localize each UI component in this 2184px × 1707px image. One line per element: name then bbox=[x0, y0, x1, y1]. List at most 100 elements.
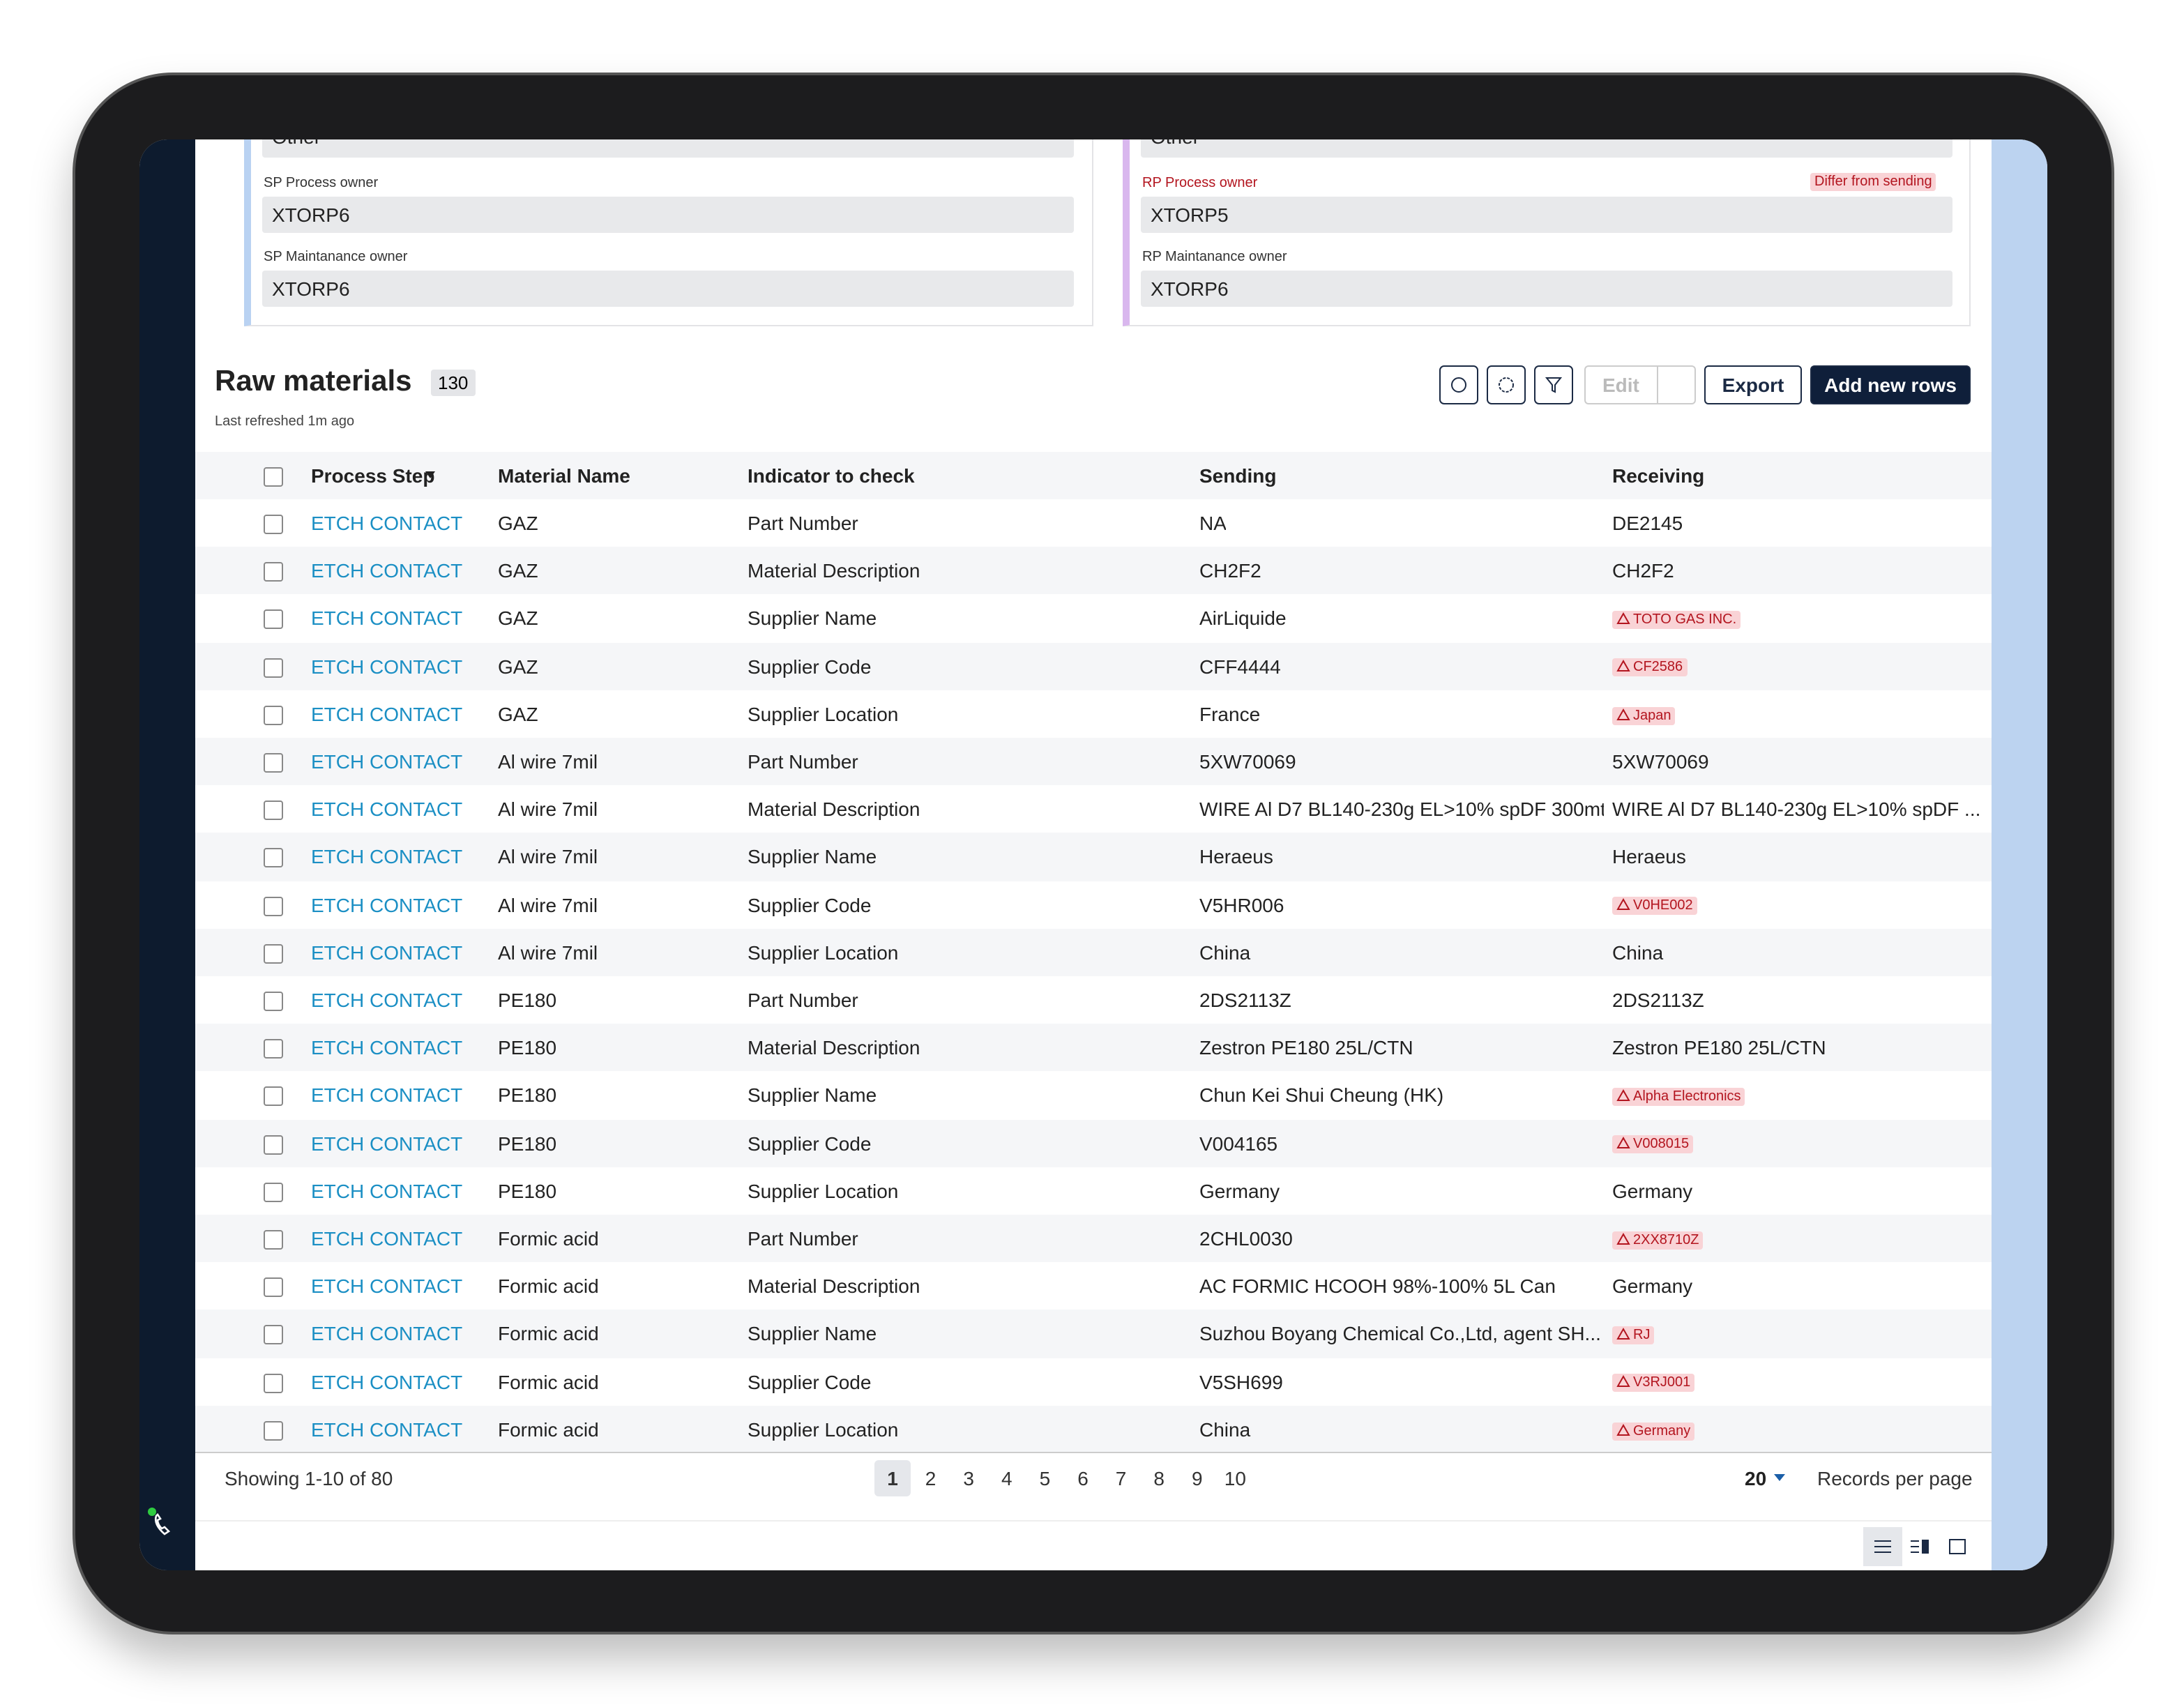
checkbox[interactable] bbox=[264, 801, 283, 821]
count-badge: 130 bbox=[431, 370, 476, 396]
checkbox[interactable] bbox=[264, 515, 283, 534]
process-step-link[interactable]: ETCH CONTACT bbox=[311, 559, 463, 582]
checkbox[interactable] bbox=[264, 1420, 283, 1441]
process-step-link[interactable]: ETCH CONTACT bbox=[311, 941, 463, 964]
checkbox[interactable] bbox=[264, 1230, 283, 1250]
process-step-link[interactable]: ETCH CONTACT bbox=[311, 989, 463, 1011]
process-step-link[interactable]: ETCH CONTACT bbox=[311, 1275, 463, 1298]
page-button[interactable]: 5 bbox=[1039, 1467, 1051, 1489]
cell: PE180 bbox=[498, 989, 557, 1011]
cell: Formic acid bbox=[498, 1370, 599, 1393]
cell: GAZ bbox=[498, 702, 538, 725]
process-step-link[interactable]: ETCH CONTACT bbox=[311, 1227, 463, 1250]
input[interactable]: Other bbox=[1141, 139, 1952, 158]
checkbox[interactable] bbox=[264, 562, 283, 582]
process-step-link[interactable]: ETCH CONTACT bbox=[311, 1036, 463, 1059]
page-button[interactable]: 1 bbox=[874, 1460, 911, 1496]
process-step-link[interactable]: ETCH CONTACT bbox=[311, 1322, 463, 1345]
cell: Supplier Name bbox=[748, 1084, 877, 1107]
process-step-link[interactable]: ETCH CONTACT bbox=[311, 512, 463, 534]
warning-badge: Differ from sending bbox=[1810, 173, 1936, 191]
input[interactable]: Other bbox=[262, 139, 1074, 158]
checkbox[interactable] bbox=[264, 1325, 283, 1345]
cell: GAZ bbox=[498, 655, 538, 678]
table-row: ETCH CONTACT Al wire 7mil Material Descrip… bbox=[195, 785, 1992, 833]
per-page-label: Records per page bbox=[1817, 1467, 1973, 1489]
settings-button[interactable] bbox=[1487, 365, 1526, 404]
warning-icon bbox=[1616, 1232, 1630, 1245]
checkbox[interactable] bbox=[264, 1277, 283, 1298]
process-step-link[interactable]: ETCH CONTACT bbox=[311, 1084, 463, 1107]
process-step-link[interactable]: ETCH CONTACT bbox=[311, 1179, 463, 1202]
refresh-button[interactable] bbox=[1439, 365, 1478, 404]
cell: China bbox=[1612, 941, 1664, 964]
view-toggles[interactable] bbox=[1863, 1527, 1989, 1566]
table-row: ETCH CONTACT Formic acid Part Number 2CHL00… bbox=[195, 1215, 1992, 1263]
process-step-link[interactable]: ETCH CONTACT bbox=[311, 845, 463, 868]
checkbox[interactable] bbox=[264, 1373, 283, 1393]
cell: CH2F2 bbox=[1199, 559, 1261, 582]
table-row: ETCH CONTACT Formic acid Material Descript… bbox=[195, 1262, 1992, 1310]
input[interactable]: XTORP6 bbox=[262, 271, 1074, 307]
process-step-link[interactable]: ETCH CONTACT bbox=[311, 1132, 463, 1155]
cell: Japan bbox=[1612, 690, 1676, 738]
process-step-link[interactable]: ETCH CONTACT bbox=[311, 702, 463, 725]
process-step-link[interactable]: ETCH CONTACT bbox=[311, 893, 463, 916]
warning-value: CF2586 bbox=[1612, 658, 1688, 677]
phone-icon[interactable] bbox=[142, 1503, 184, 1545]
page-button[interactable]: 4 bbox=[1001, 1467, 1013, 1489]
process-step-link[interactable]: ETCH CONTACT bbox=[311, 655, 463, 678]
cell: Supplier Location bbox=[748, 1179, 899, 1202]
checkbox[interactable] bbox=[264, 705, 283, 725]
process-step-link[interactable]: ETCH CONTACT bbox=[311, 750, 463, 773]
checkbox[interactable] bbox=[264, 1086, 283, 1107]
table-row: ETCH CONTACT Al wire 7mil Supplier Locatio… bbox=[195, 928, 1992, 976]
page-button[interactable]: 10 bbox=[1224, 1467, 1246, 1489]
export-button[interactable]: Export bbox=[1704, 365, 1802, 404]
warning-value: V0HE002 bbox=[1612, 897, 1697, 916]
checkbox[interactable] bbox=[264, 1135, 283, 1155]
process-step-link[interactable]: ETCH CONTACT bbox=[311, 1418, 463, 1441]
cell: Material Description bbox=[748, 559, 920, 582]
warning-value: Alpha Electronics bbox=[1612, 1088, 1745, 1107]
checkbox[interactable] bbox=[264, 992, 283, 1011]
cell: 2XX8710Z bbox=[1612, 1215, 1704, 1262]
input[interactable]: XTORP6 bbox=[262, 197, 1074, 233]
cell: NA bbox=[1199, 512, 1227, 534]
checkbox[interactable] bbox=[264, 896, 283, 916]
checkbox[interactable] bbox=[264, 848, 283, 868]
page-button[interactable]: 6 bbox=[1077, 1467, 1089, 1489]
edit-button[interactable]: Edit bbox=[1584, 365, 1696, 404]
page-button[interactable]: 2 bbox=[925, 1467, 936, 1489]
cell: China bbox=[1199, 1418, 1251, 1441]
checkbox[interactable] bbox=[264, 467, 283, 487]
checkbox[interactable] bbox=[264, 658, 283, 678]
page-button[interactable]: 3 bbox=[963, 1467, 974, 1489]
process-step-link[interactable]: ETCH CONTACT bbox=[311, 798, 463, 821]
checkbox[interactable] bbox=[264, 753, 283, 773]
right-strip bbox=[1992, 139, 2047, 1570]
page-button[interactable]: 7 bbox=[1115, 1467, 1127, 1489]
process-step-link[interactable]: ETCH CONTACT bbox=[311, 1370, 463, 1393]
input[interactable]: XTORP5 bbox=[1141, 197, 1952, 233]
input[interactable]: XTORP6 bbox=[1141, 271, 1952, 307]
checkbox[interactable] bbox=[264, 1039, 283, 1059]
cell: Al wire 7mil bbox=[498, 798, 598, 821]
cell: PE180 bbox=[498, 1036, 557, 1059]
process-step-link[interactable]: ETCH CONTACT bbox=[311, 607, 463, 630]
table-row: ETCH CONTACT Al wire 7mil Supplier Code V5H… bbox=[195, 881, 1992, 929]
checkbox[interactable] bbox=[264, 943, 283, 964]
checkbox[interactable] bbox=[264, 609, 283, 630]
cell: Formic acid bbox=[498, 1322, 599, 1345]
page-button[interactable]: 9 bbox=[1191, 1467, 1203, 1489]
filter-button[interactable] bbox=[1534, 365, 1573, 404]
cell: CF2586 bbox=[1612, 642, 1688, 690]
page-button[interactable]: 8 bbox=[1153, 1467, 1165, 1489]
pagination-summary: Showing 1-10 of 80 bbox=[225, 1467, 393, 1489]
add-rows-button[interactable]: Add new rows bbox=[1810, 365, 1971, 404]
per-page-select[interactable]: 20 bbox=[1745, 1467, 1767, 1489]
checkbox[interactable] bbox=[264, 1182, 283, 1202]
footer-bar bbox=[195, 1520, 1992, 1570]
column-header[interactable]: Process Step bbox=[311, 464, 435, 487]
